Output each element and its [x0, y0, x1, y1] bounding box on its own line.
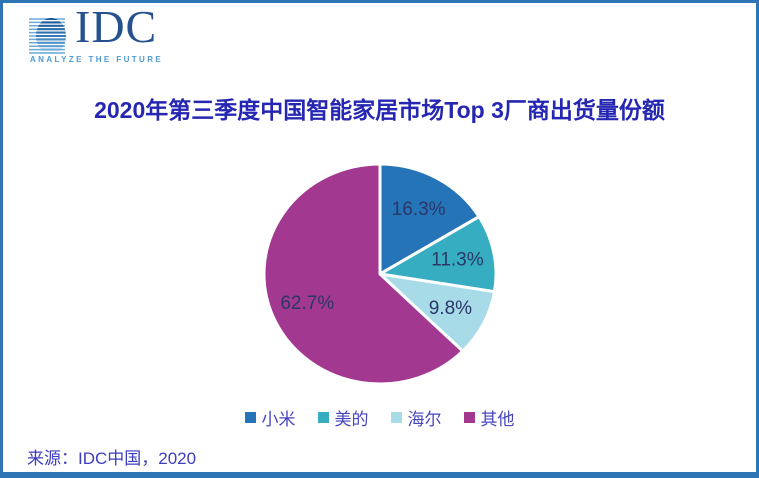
legend-label: 美的 [334, 410, 369, 429]
chart-legend: 小米 美的 海尔 其他 [3, 405, 756, 430]
legend-item-0: 小米 [244, 405, 296, 430]
slice-label-1: 11.3% [431, 250, 484, 271]
idc-tagline: ANALYZE THE FUTURE [30, 55, 164, 64]
slice-label-2: 9.8% [429, 298, 472, 319]
pie-slice-1 [378, 215, 498, 294]
idc-brand-text: IDC [75, 1, 158, 52]
legend-swatch [244, 412, 256, 423]
slice-label-0: 16.3% [392, 199, 446, 220]
legend-item-3: 其他 [463, 405, 515, 430]
pie-slice-3 [262, 162, 465, 386]
source-note: 来源：IDC中国，2020 [27, 449, 197, 468]
chart-title: 2020年第三季度中国智能家居市场Top 3厂商出货量份额 [94, 97, 665, 123]
legend-swatch [390, 412, 402, 423]
legend-label: 小米 [261, 410, 296, 429]
pie-slice-0 [378, 162, 481, 276]
legend-label: 其他 [480, 410, 515, 429]
idc-globe-icon [29, 18, 66, 54]
slice-label-3: 62.7% [280, 293, 334, 314]
idc-logo: IDC ANALYZE THE FUTURE [29, 3, 229, 65]
legend-item-1: 美的 [317, 405, 369, 430]
legend-swatch [463, 412, 475, 423]
pie-chart: 16.3% 11.3% 9.8% 62.7% [262, 162, 498, 386]
legend-item-2: 海尔 [390, 405, 442, 430]
legend-swatch [317, 412, 329, 423]
legend-label: 海尔 [407, 410, 442, 429]
